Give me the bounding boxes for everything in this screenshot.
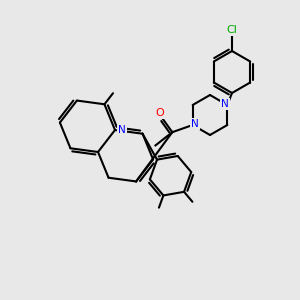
- Text: O: O: [155, 108, 164, 118]
- Text: N: N: [221, 99, 229, 109]
- Text: N: N: [118, 125, 126, 135]
- Text: N: N: [191, 119, 199, 129]
- Text: Cl: Cl: [226, 25, 237, 35]
